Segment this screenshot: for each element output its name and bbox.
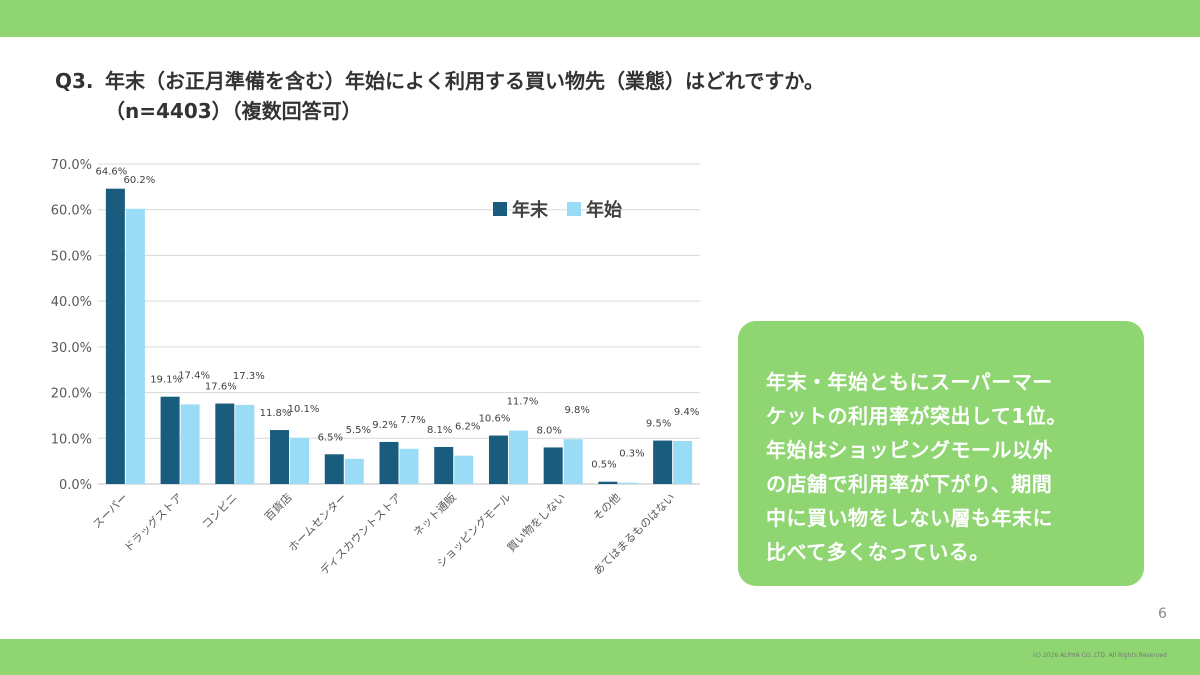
- data-label: 8.0%: [536, 425, 561, 436]
- y-tick-label: 20.0%: [51, 387, 92, 402]
- data-label: 6.2%: [455, 422, 480, 433]
- data-label: 11.8%: [260, 408, 292, 419]
- category-label: ネット通販: [411, 491, 459, 539]
- data-label: 5.5%: [346, 425, 371, 436]
- data-label: 6.5%: [318, 432, 343, 443]
- y-tick-label: 10.0%: [51, 432, 92, 447]
- y-tick-label: 70.0%: [51, 158, 92, 173]
- bar-nenmatsu: [160, 396, 180, 484]
- bar-nenmatsu: [653, 440, 673, 484]
- bar-nenmatsu: [434, 446, 454, 484]
- bar-nenmatsu: [488, 435, 508, 484]
- data-label: 0.5%: [591, 460, 616, 471]
- callout-line: 年始はショッピングモール以外: [766, 438, 1053, 462]
- top-band: [0, 0, 1200, 37]
- callout-line: ケットの利用率が突出して1位。: [766, 404, 1067, 428]
- page-number: 6: [1158, 606, 1167, 622]
- data-label: 60.2%: [123, 175, 155, 186]
- y-tick-label: 50.0%: [51, 249, 92, 264]
- page-title: Q3. 年末（お正月準備を含む）年始によく利用する買い物先（業態）はどれですか。…: [55, 66, 824, 126]
- data-label: 10.6%: [479, 414, 511, 425]
- data-label: 9.5%: [646, 419, 671, 430]
- bar-nenshi: [344, 458, 364, 484]
- category-label: その他: [591, 491, 624, 524]
- data-label: 0.3%: [619, 449, 644, 460]
- bar-nenshi: [235, 404, 255, 484]
- bar-nenshi: [673, 441, 693, 484]
- bar-nenshi: [399, 448, 419, 484]
- summary-callout: 年末・年始ともにスーパーマー ケットの利用率が突出して1位。 年始はショッピング…: [738, 321, 1144, 586]
- y-tick-label: 30.0%: [51, 341, 92, 356]
- data-label: 64.6%: [95, 167, 127, 178]
- category-label: コンビニ: [200, 491, 240, 531]
- y-tick-label: 40.0%: [51, 295, 92, 310]
- data-label: 11.7%: [507, 397, 539, 408]
- bar-nenmatsu: [379, 441, 399, 484]
- data-label: 7.7%: [400, 415, 425, 426]
- data-label: 9.8%: [564, 405, 589, 416]
- callout-line: の店舗で利用率が下がり、期間: [766, 472, 1053, 496]
- bar-nenmatsu: [215, 403, 235, 484]
- data-label: 9.4%: [674, 407, 699, 418]
- legend-swatch: [493, 202, 507, 216]
- y-tick-label: 60.0%: [51, 204, 92, 219]
- bar-nenshi: [125, 208, 145, 485]
- data-label: 8.1%: [427, 425, 452, 436]
- bar-nenmatsu: [270, 430, 290, 484]
- legend-label: 年末: [512, 199, 549, 221]
- category-label: ドラッグストア: [121, 490, 185, 554]
- title-line-2: （n=4403）（複数回答可）: [105, 99, 362, 123]
- data-label: 17.3%: [233, 371, 265, 382]
- data-label: 9.2%: [372, 420, 397, 431]
- category-label: 百貨店: [261, 490, 294, 523]
- legend-swatch: [567, 202, 581, 216]
- data-label: 19.1%: [150, 375, 182, 386]
- bar-nenshi: [454, 455, 474, 484]
- category-label: 買い物をしない: [504, 490, 568, 554]
- legend-label: 年始: [586, 199, 622, 221]
- bar-nenmatsu: [598, 481, 618, 484]
- bar-nenmatsu: [105, 188, 125, 484]
- bar-nenmatsu: [543, 447, 563, 484]
- data-label: 17.6%: [205, 382, 237, 393]
- callout-line: 比べて多くなっている。: [766, 540, 990, 564]
- question-number: Q3.: [55, 69, 94, 93]
- data-label: 10.1%: [288, 404, 320, 415]
- title-line-1: 年末（お正月準備を含む）年始によく利用する買い物先（業態）はどれですか。: [105, 69, 824, 93]
- category-label: スーパー: [90, 491, 130, 531]
- bar-nenmatsu: [324, 454, 344, 484]
- callout-line: 年末・年始ともにスーパーマー: [766, 370, 1053, 394]
- data-label: 17.4%: [178, 370, 210, 381]
- bar-nenshi: [618, 482, 638, 484]
- bottom-band: [0, 639, 1200, 675]
- bar-nenshi: [290, 437, 310, 484]
- callout-line: 中に買い物をしない層も年末に: [766, 506, 1053, 530]
- bar-nenshi: [180, 404, 200, 484]
- y-tick-label: 0.0%: [59, 478, 92, 493]
- copyright: (c) 2026 ALPHA CO.,LTD. All Rights Reser…: [1033, 652, 1167, 659]
- bar-nenshi: [508, 430, 528, 484]
- bar-nenshi: [563, 439, 583, 484]
